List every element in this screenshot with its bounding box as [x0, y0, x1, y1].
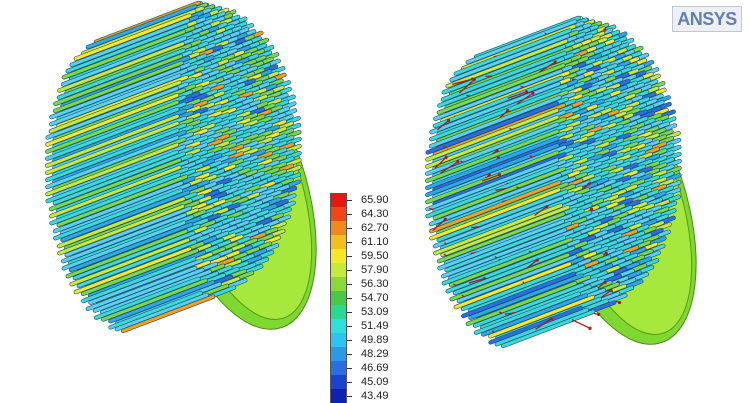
legend-row: 65.90 — [330, 193, 400, 207]
legend-swatch — [330, 235, 347, 249]
legend-swatch — [330, 333, 347, 347]
legend-row: 56.30 — [330, 277, 400, 291]
legend-tick — [347, 368, 352, 369]
legend-row: 51.49 — [330, 319, 400, 333]
legend-tick — [347, 382, 352, 383]
legend-label: 48.29 — [361, 347, 389, 361]
legend-row: 43.49 — [330, 389, 400, 403]
legend-label: 54.70 — [361, 291, 389, 305]
legend-tick — [347, 284, 352, 285]
legend-swatch — [330, 305, 347, 319]
ansys-logo: ANSYS — [672, 6, 742, 32]
legend-label: 64.30 — [361, 207, 389, 221]
legend-label: 49.89 — [361, 333, 389, 347]
legend-swatch — [330, 207, 347, 221]
legend-tick — [347, 354, 352, 355]
legend-label: 65.90 — [361, 193, 389, 207]
legend-tick — [347, 340, 352, 341]
legend-tick — [347, 228, 352, 229]
legend-row: 54.70 — [330, 291, 400, 305]
legend-label: 53.09 — [361, 305, 389, 319]
legend-tick — [347, 298, 352, 299]
legend-row: 61.10 — [330, 235, 400, 249]
legend-label: 45.09 — [361, 375, 389, 389]
legend-tick — [347, 396, 352, 397]
legend-tick — [347, 200, 352, 201]
legend-swatch — [330, 277, 347, 291]
left-heatsink-contour — [47, 3, 348, 349]
legend-swatch — [330, 389, 347, 403]
legend-label: 57.90 — [361, 263, 389, 277]
legend-tick — [347, 312, 352, 313]
legend-swatch — [330, 249, 347, 263]
legend-tick — [347, 242, 352, 243]
legend-swatch — [330, 291, 347, 305]
legend-label: 61.10 — [361, 235, 389, 249]
legend-row: 57.90 — [330, 263, 400, 277]
legend-tick — [347, 214, 352, 215]
legend-label: 43.49 — [361, 389, 389, 403]
legend-row: 48.29 — [330, 347, 400, 361]
legend-tick — [347, 326, 352, 327]
legend-row: 59.50 — [330, 249, 400, 263]
legend-label: 56.30 — [361, 277, 389, 291]
legend-label: 62.70 — [361, 221, 389, 235]
legend-row: 62.70 — [330, 221, 400, 235]
legend-row: 64.30 — [330, 207, 400, 221]
legend-swatch — [330, 193, 347, 207]
legend-row: 45.09 — [330, 375, 400, 389]
right-heatsink-vectors — [427, 18, 728, 364]
legend-swatch — [330, 361, 347, 375]
legend-label: 51.49 — [361, 319, 389, 333]
legend-swatch — [330, 347, 347, 361]
legend-tick — [347, 270, 352, 271]
legend-row: 53.09 — [330, 305, 400, 319]
legend-row: 46.69 — [330, 361, 400, 375]
legend-swatch — [330, 375, 347, 389]
legend-tick — [347, 256, 352, 257]
legend-row: 49.89 — [330, 333, 400, 347]
ansys-logo-text: ANSYS — [673, 7, 741, 31]
legend-swatch — [330, 221, 347, 235]
legend-label: 59.50 — [361, 249, 389, 263]
legend-swatch — [330, 263, 347, 277]
legend-label: 46.69 — [361, 361, 389, 375]
legend-swatch — [330, 319, 347, 333]
